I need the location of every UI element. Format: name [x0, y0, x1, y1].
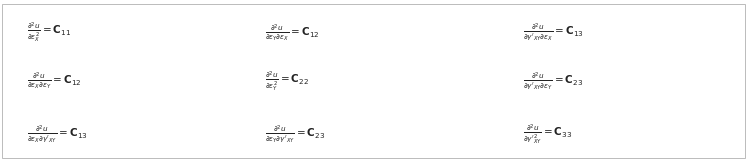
Text: $\frac{\partial^2 u}{\partial \varepsilon_Y \partial \varepsilon_X} = \mathbf{C}: $\frac{\partial^2 u}{\partial \varepsilo… [265, 23, 320, 43]
Text: $\frac{\partial^2 u}{\partial \varepsilon_Y \partial \gamma'_{XY}} = \mathbf{C}_: $\frac{\partial^2 u}{\partial \varepsilo… [265, 123, 326, 145]
Text: $\frac{\partial^2 u}{\partial \varepsilon_Y^2} = \mathbf{C}_{22}$: $\frac{\partial^2 u}{\partial \varepsilo… [265, 69, 309, 93]
Text: $\frac{\partial^2 u}{\partial \gamma'_{XY} \partial \varepsilon_X} = \mathbf{C}_: $\frac{\partial^2 u}{\partial \gamma'_{X… [523, 22, 583, 43]
Text: $\frac{\partial^2 u}{\partial \varepsilon_X \partial \varepsilon_Y} = \mathbf{C}: $\frac{\partial^2 u}{\partial \varepsilo… [27, 71, 81, 91]
Text: $\frac{\partial^2 u}{\partial \gamma'_{XY} \partial \varepsilon_Y} = \mathbf{C}_: $\frac{\partial^2 u}{\partial \gamma'_{X… [523, 70, 583, 92]
Text: $\frac{\partial^2 u}{\partial \varepsilon_X^2} = \mathbf{C}_{11}$: $\frac{\partial^2 u}{\partial \varepsilo… [27, 21, 71, 44]
FancyBboxPatch shape [2, 4, 745, 158]
Text: $\frac{\partial^2 u}{\partial \gamma'^2_{XY}} = \mathbf{C}_{33}$: $\frac{\partial^2 u}{\partial \gamma'^2_… [523, 122, 572, 146]
Text: $\frac{\partial^2 u}{\partial \varepsilon_X \partial \gamma'_{XY}} = \mathbf{C}_: $\frac{\partial^2 u}{\partial \varepsilo… [27, 123, 87, 145]
